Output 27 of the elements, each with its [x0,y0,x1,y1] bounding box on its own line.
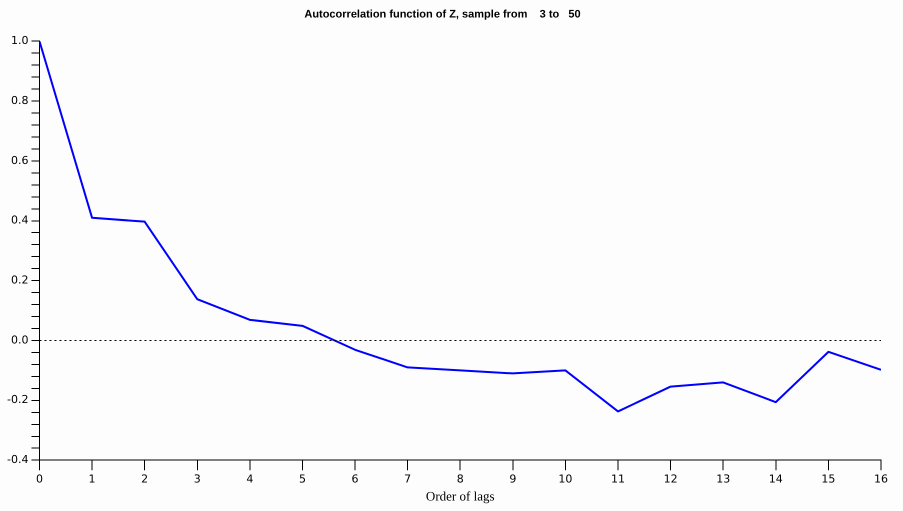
x-tick-label: 9 [509,472,516,486]
x-tick-label: 12 [664,472,678,486]
x-tick-label: 1 [88,472,96,486]
x-tick-label: 3 [194,472,201,486]
y-tick-label: -0.2 [6,393,28,406]
x-tick-label: 0 [36,472,43,486]
y-tick-label: -0.4 [6,453,28,466]
y-tick-label: 1.0 [10,34,28,48]
y-tick-label: 0.6 [10,154,28,167]
y-tick-label: 0.0 [10,333,28,346]
y-tick-label: 0.2 [10,273,28,286]
x-tick-label: 11 [611,472,626,486]
x-axis-title: Order of lags [426,488,495,504]
x-tick-label: 14 [768,472,783,486]
x-tick-label: 8 [456,472,464,486]
x-tick-label: 13 [716,472,730,486]
x-tick-label: 16 [874,472,888,486]
y-tick-label: 0.8 [10,94,28,107]
x-tick-label: 6 [352,472,359,486]
x-tick-label: 2 [141,472,148,486]
x-tick-label: 5 [298,472,306,486]
chart-title: Autocorrelation function of Z, sample from 3 to 50 [304,8,581,21]
y-tick-label: 0.4 [10,214,28,227]
x-tick-label: 15 [821,472,836,486]
x-tick-label: 4 [246,472,254,486]
x-tick-label: 10 [558,472,572,486]
x-tick-label: 7 [404,472,412,486]
